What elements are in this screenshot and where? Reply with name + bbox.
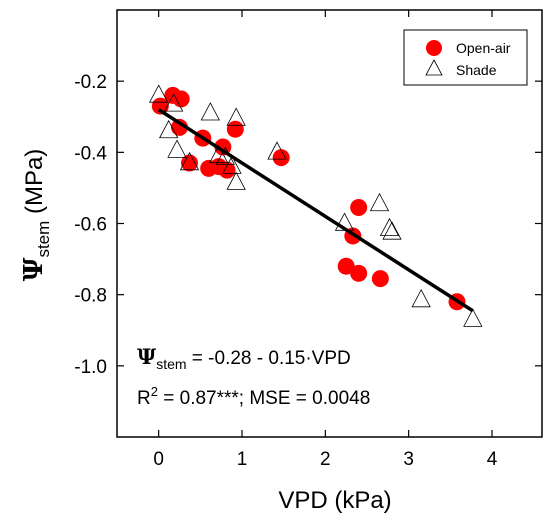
shade-point <box>226 107 246 126</box>
x-axis-title: VPD (kPa) <box>278 487 391 514</box>
regression-equation: Ψstem = -0.28 - 0.15·VPD <box>137 344 351 372</box>
legend-box <box>403 29 528 86</box>
shade-point <box>159 119 179 139</box>
y-tick-label: -0.6 <box>74 215 107 236</box>
fit-r: R <box>137 388 151 409</box>
equation-psi: Ψ <box>137 344 157 369</box>
legend-marker-open-air <box>426 40 442 56</box>
open-air-point <box>371 270 389 288</box>
y-axis-title-sub: stem <box>34 221 53 258</box>
open-air-point <box>171 118 188 136</box>
open-air-point <box>272 149 290 167</box>
x-tick-label: 1 <box>237 449 248 470</box>
fit-statistics: R2 = 0.87***; MSE = 0.0048 <box>137 384 370 409</box>
x-tick-label: 3 <box>403 449 414 470</box>
equation-rest: = -0.28 - 0.15·VPD <box>187 348 351 369</box>
shade-point <box>382 221 402 240</box>
shade-point <box>200 102 220 121</box>
shade-point <box>379 217 400 237</box>
shade-point <box>463 308 483 327</box>
equation-sub: stem <box>156 356 186 372</box>
x-tick-label: 2 <box>320 449 331 470</box>
legend-label-shade: Shade <box>456 62 497 78</box>
shade-point <box>179 151 200 171</box>
y-tick-label: -0.2 <box>74 72 107 93</box>
open-air-point <box>172 90 190 108</box>
shade-point <box>209 144 229 164</box>
shade-point <box>167 139 187 158</box>
x-axis-ticks: 0 1 2 3 4 <box>153 10 498 470</box>
legend: Open-air Shade <box>403 29 528 86</box>
open-air-point <box>350 264 368 282</box>
y-axis-title-unit: (MPa) <box>21 149 48 221</box>
x-tick-label: 0 <box>153 449 164 470</box>
y-axis-title-psi: Ψ <box>19 257 49 281</box>
open-air-point <box>337 257 355 275</box>
open-air-point <box>350 198 368 216</box>
y-tick-label: -1.0 <box>74 357 107 378</box>
legend-marker-shade <box>425 59 443 76</box>
legend-label-open-air: Open-air <box>456 40 511 56</box>
fit-sup: 2 <box>151 384 158 399</box>
shade-point <box>369 192 390 212</box>
open-air-point <box>226 120 244 138</box>
x-tick-label: 4 <box>487 449 498 470</box>
open-air-point <box>218 161 236 179</box>
shade-point <box>226 171 246 190</box>
shade-point <box>411 288 431 308</box>
open-air-point <box>181 154 198 172</box>
shade-point <box>164 93 184 112</box>
shade-point <box>149 84 169 103</box>
shade-point <box>222 155 242 174</box>
y-tick-label: -0.4 <box>74 143 107 164</box>
regression-line <box>157 108 474 313</box>
shade-point <box>267 141 287 160</box>
y-tick-label: -0.8 <box>74 286 107 307</box>
y-axis-title: Ψstem (MPa) <box>19 149 53 282</box>
fit-rest: = 0.87***; MSE = 0.0048 <box>158 388 370 409</box>
y-axis-ticks: -1.0 -0.8 -0.6 -0.4 -0.2 <box>74 72 542 378</box>
data-points <box>149 84 483 327</box>
